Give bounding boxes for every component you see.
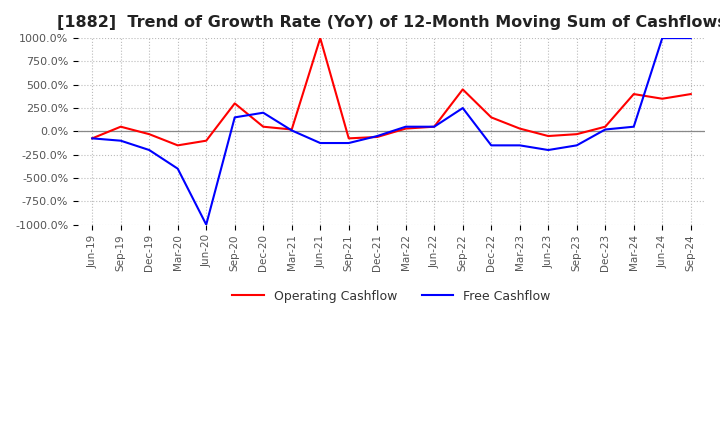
Operating Cashflow: [316, 36, 325, 41]
Free Cashflow: [259, 110, 268, 115]
Operating Cashflow: [686, 92, 695, 97]
Free Cashflow: [487, 143, 495, 148]
Free Cashflow: [629, 124, 638, 129]
Operating Cashflow: [402, 126, 410, 131]
Free Cashflow: [202, 222, 210, 227]
Free Cashflow: [145, 147, 153, 153]
Free Cashflow: [287, 128, 296, 133]
Free Cashflow: [373, 133, 382, 139]
Operating Cashflow: [174, 143, 182, 148]
Free Cashflow: [117, 138, 125, 143]
Title: [1882]  Trend of Growth Rate (YoY) of 12-Month Moving Sum of Cashflows: [1882] Trend of Growth Rate (YoY) of 12-…: [57, 15, 720, 30]
Operating Cashflow: [572, 132, 581, 137]
Operating Cashflow: [658, 96, 667, 101]
Operating Cashflow: [459, 87, 467, 92]
Line: Free Cashflow: Free Cashflow: [92, 38, 690, 225]
Free Cashflow: [174, 166, 182, 171]
Operating Cashflow: [487, 115, 495, 120]
Operating Cashflow: [629, 92, 638, 97]
Operating Cashflow: [344, 136, 353, 141]
Free Cashflow: [601, 127, 610, 132]
Operating Cashflow: [601, 124, 610, 129]
Operating Cashflow: [88, 136, 96, 141]
Operating Cashflow: [287, 127, 296, 132]
Free Cashflow: [344, 140, 353, 146]
Operating Cashflow: [544, 133, 552, 139]
Free Cashflow: [686, 36, 695, 41]
Free Cashflow: [402, 124, 410, 129]
Free Cashflow: [516, 143, 524, 148]
Operating Cashflow: [373, 134, 382, 139]
Free Cashflow: [459, 106, 467, 111]
Operating Cashflow: [230, 101, 239, 106]
Operating Cashflow: [430, 124, 438, 129]
Operating Cashflow: [516, 126, 524, 131]
Free Cashflow: [430, 124, 438, 129]
Operating Cashflow: [145, 132, 153, 137]
Free Cashflow: [230, 115, 239, 120]
Free Cashflow: [316, 140, 325, 146]
Legend: Operating Cashflow, Free Cashflow: Operating Cashflow, Free Cashflow: [228, 285, 556, 308]
Operating Cashflow: [259, 124, 268, 129]
Free Cashflow: [88, 136, 96, 141]
Line: Operating Cashflow: Operating Cashflow: [92, 38, 690, 145]
Operating Cashflow: [117, 124, 125, 129]
Free Cashflow: [572, 143, 581, 148]
Operating Cashflow: [202, 138, 210, 143]
Free Cashflow: [544, 147, 552, 153]
Free Cashflow: [658, 36, 667, 41]
